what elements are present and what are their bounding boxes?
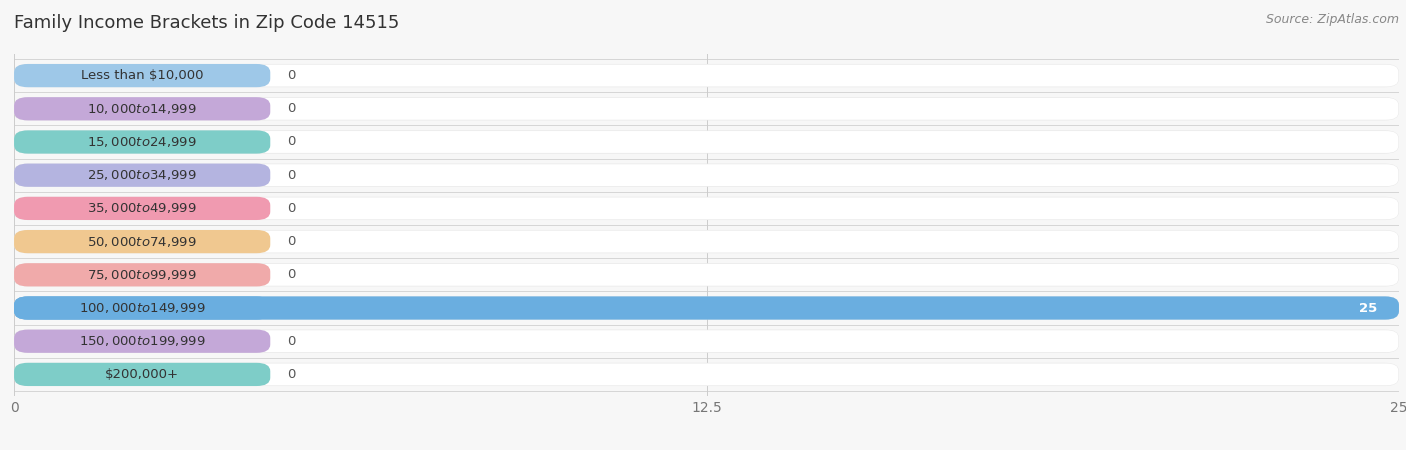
FancyBboxPatch shape [14,97,1399,121]
FancyBboxPatch shape [14,97,270,121]
FancyBboxPatch shape [14,230,270,253]
FancyBboxPatch shape [14,65,1399,86]
Text: $25,000 to $34,999: $25,000 to $34,999 [87,168,197,182]
Text: 0: 0 [287,335,295,348]
FancyBboxPatch shape [14,297,270,320]
Text: $50,000 to $74,999: $50,000 to $74,999 [87,234,197,248]
Text: Source: ZipAtlas.com: Source: ZipAtlas.com [1265,14,1399,27]
FancyBboxPatch shape [14,230,1399,253]
FancyBboxPatch shape [14,163,270,187]
FancyBboxPatch shape [14,297,1399,319]
FancyBboxPatch shape [14,64,270,87]
Text: 0: 0 [287,202,295,215]
Text: 0: 0 [287,169,295,182]
Text: $75,000 to $99,999: $75,000 to $99,999 [87,268,197,282]
FancyBboxPatch shape [14,98,1399,120]
FancyBboxPatch shape [14,130,270,153]
FancyBboxPatch shape [14,164,1399,186]
Text: Less than $10,000: Less than $10,000 [82,69,204,82]
FancyBboxPatch shape [14,64,1399,87]
FancyBboxPatch shape [14,330,1399,352]
FancyBboxPatch shape [14,263,1399,287]
Text: $100,000 to $149,999: $100,000 to $149,999 [79,301,205,315]
FancyBboxPatch shape [14,363,270,386]
Text: $150,000 to $199,999: $150,000 to $199,999 [79,334,205,348]
FancyBboxPatch shape [14,364,1399,385]
FancyBboxPatch shape [14,264,1399,286]
Text: 0: 0 [287,135,295,148]
FancyBboxPatch shape [14,329,1399,353]
FancyBboxPatch shape [14,297,1399,320]
FancyBboxPatch shape [14,198,1399,219]
Text: Family Income Brackets in Zip Code 14515: Family Income Brackets in Zip Code 14515 [14,14,399,32]
FancyBboxPatch shape [14,363,1399,386]
FancyBboxPatch shape [14,263,270,287]
FancyBboxPatch shape [14,231,1399,252]
FancyBboxPatch shape [14,130,1399,153]
Text: 0: 0 [287,368,295,381]
FancyBboxPatch shape [14,329,270,353]
FancyBboxPatch shape [14,131,1399,153]
Text: $200,000+: $200,000+ [105,368,179,381]
Text: 0: 0 [287,235,295,248]
FancyBboxPatch shape [14,197,1399,220]
Text: $35,000 to $49,999: $35,000 to $49,999 [87,202,197,216]
Text: 25: 25 [1358,302,1376,315]
FancyBboxPatch shape [14,197,270,220]
Text: $10,000 to $14,999: $10,000 to $14,999 [87,102,197,116]
Text: 0: 0 [287,69,295,82]
Text: 0: 0 [287,102,295,115]
FancyBboxPatch shape [14,297,1399,320]
FancyBboxPatch shape [14,163,1399,187]
Text: $15,000 to $24,999: $15,000 to $24,999 [87,135,197,149]
Text: 0: 0 [287,268,295,281]
